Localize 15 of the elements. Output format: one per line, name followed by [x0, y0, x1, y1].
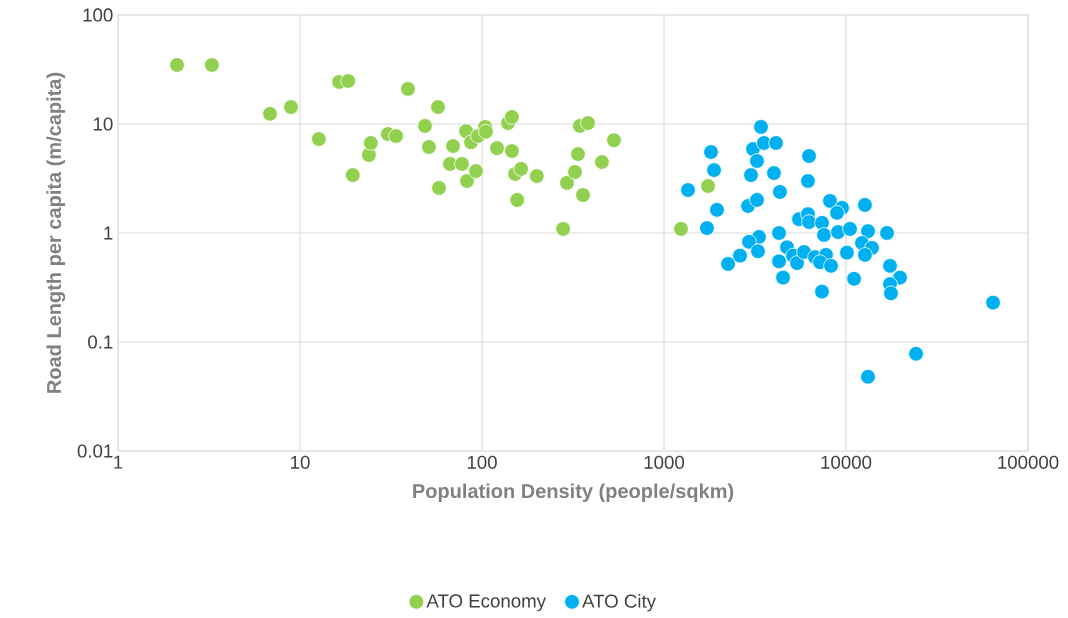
x-tick-label: 100 — [467, 455, 497, 469]
legend-label: ATO City — [582, 594, 656, 612]
x-tick-label: 10 — [291, 455, 310, 469]
y-tick-label: 0.01 — [77, 444, 113, 458]
x-tick-label: 1000 — [644, 455, 685, 469]
y-tick-label: 0.1 — [88, 335, 113, 349]
x-axis-title: Population Density (people/sqkm) — [413, 483, 734, 503]
x-tick-label: 1 — [114, 455, 123, 469]
legend-label: ATO Economy — [426, 594, 546, 612]
y-tick-label: 1 — [104, 226, 113, 240]
y-tick-label: 10 — [93, 117, 113, 131]
y-tick-label: 100 — [83, 8, 113, 22]
x-tick-label: 10000 — [821, 455, 872, 469]
x-tick-label: 100000 — [998, 455, 1059, 469]
y-axis-title: Road Length per capita (m/capita) — [46, 72, 66, 393]
